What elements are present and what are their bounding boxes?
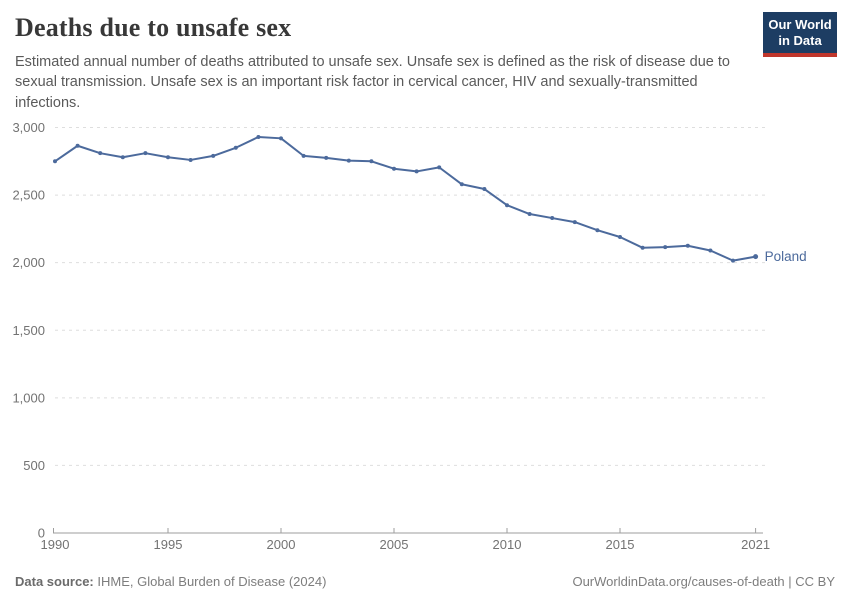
- data-point: [708, 248, 713, 253]
- chart-footer: Data source: IHME, Global Burden of Dise…: [15, 574, 835, 589]
- data-point: [279, 136, 283, 141]
- data-point: [188, 157, 193, 162]
- x-axis-tick-label: 2015: [606, 537, 635, 552]
- data-point: [256, 134, 261, 139]
- data-point: [98, 151, 103, 156]
- data-point: [482, 187, 487, 192]
- data-source-label: Data source:: [15, 574, 94, 589]
- data-point: [731, 258, 735, 263]
- data-point: [392, 166, 396, 171]
- data-point: [618, 234, 622, 239]
- y-axis-tick-label: 1,500: [12, 323, 45, 338]
- x-axis-tick-label: 2010: [493, 537, 522, 552]
- data-point: [437, 165, 442, 170]
- x-axis-tick-label: 2000: [267, 537, 296, 552]
- page-title: Deaths due to unsafe sex: [15, 13, 292, 42]
- data-point: [166, 155, 170, 160]
- data-point: [120, 155, 125, 160]
- data-point: [346, 158, 351, 163]
- y-axis-tick-label: 500: [23, 458, 45, 473]
- data-point: [324, 155, 329, 160]
- y-axis-tick-label: 0: [38, 526, 45, 541]
- owid-logo-line2: in Data: [778, 33, 822, 48]
- data-point: [572, 220, 577, 225]
- data-point: [685, 243, 690, 248]
- data-point: [211, 153, 216, 158]
- x-axis-tick-label: 1990: [41, 537, 70, 552]
- chart-subtitle: Estimated annual number of deaths attrib…: [15, 54, 730, 111]
- y-axis-tick-label: 3,000: [12, 120, 45, 135]
- owid-logo[interactable]: Our World in Data: [763, 12, 837, 57]
- data-point: [505, 203, 509, 208]
- data-point: [550, 216, 555, 221]
- data-source: Data source: IHME, Global Burden of Dise…: [15, 574, 326, 589]
- footer-license-link[interactable]: OurWorldinData.org/causes-of-death | CC …: [572, 574, 835, 589]
- data-point: [233, 145, 238, 150]
- data-source-text: IHME, Global Burden of Disease (2024): [93, 574, 327, 589]
- data-point: [369, 159, 374, 164]
- x-axis-tick-label: 2021: [741, 537, 770, 552]
- y-axis-tick-label: 2,500: [12, 188, 45, 203]
- data-point: [663, 245, 668, 250]
- x-axis-tick-label: 2005: [380, 537, 409, 552]
- chart-header: Deaths due to unsafe sex Estimated annua…: [0, 0, 850, 113]
- series-line-poland: [54, 135, 757, 262]
- owid-logo-line1: Our World: [768, 17, 832, 32]
- y-axis-tick-label: 2,000: [12, 255, 45, 270]
- data-point: [595, 228, 600, 233]
- data-point: [527, 212, 532, 217]
- data-point: [143, 151, 148, 156]
- data-point: [414, 169, 419, 174]
- data-point: [75, 143, 80, 148]
- data-point: [459, 182, 464, 187]
- data-point: [301, 153, 306, 158]
- data-point: [753, 254, 759, 260]
- y-axis-tick-label: 1,000: [12, 390, 45, 405]
- data-point: [640, 245, 645, 250]
- series-label-poland[interactable]: Poland: [765, 249, 807, 264]
- data-point: [53, 159, 57, 164]
- x-axis-tick-label: 1995: [154, 537, 183, 552]
